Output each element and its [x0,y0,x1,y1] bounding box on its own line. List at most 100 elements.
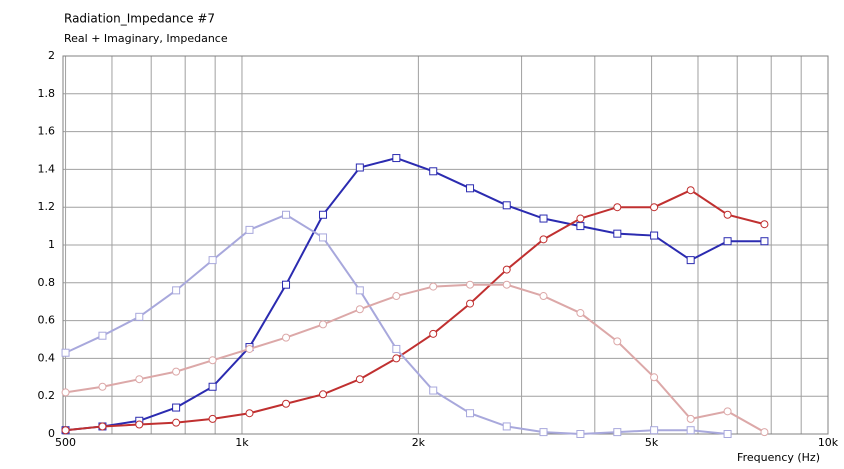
data-point [392,154,401,163]
data-point [282,399,291,408]
y-tick-label: 1.2 [38,200,56,213]
data-point [576,222,585,231]
series-line [65,157,765,432]
data-point [576,309,585,318]
data-point [723,210,732,219]
data-point [282,280,291,289]
data-point [98,422,107,431]
chart-subtitle: Real + Imaginary, Impedance [64,32,228,45]
y-tick-label: 0.6 [38,314,56,327]
data-point [466,184,475,193]
data-point [723,407,732,416]
data-point [208,356,217,365]
data-point [760,237,769,246]
data-point [613,337,622,346]
data-point [502,422,511,431]
data-point [172,367,181,376]
data-point [502,280,511,289]
y-tick-label: 1.6 [38,125,56,138]
x-tick-label: 500 [55,436,76,449]
x-tick-label: 2k [412,436,426,449]
data-point [613,203,622,212]
y-tick-label: 1.4 [38,162,56,175]
data-point [429,167,438,176]
data-point [539,428,548,437]
data-point [502,201,511,210]
data-point [135,420,144,429]
data-point [98,331,107,340]
data-point [135,375,144,384]
data-point [686,414,695,423]
data-point [650,373,659,382]
y-tick-label: 0 [48,427,55,440]
data-point [245,225,254,234]
data-point [61,388,70,397]
data-point [172,403,181,412]
data-point [760,220,769,229]
data-point [429,329,438,338]
data-point [576,214,585,223]
x-axis-label: Frequency (Hz) [737,451,820,464]
data-point [319,390,328,399]
plot-frame [62,55,829,435]
chart-title: Radiation_Impedance #7 [64,12,215,26]
x-tick-label: 5k [645,436,659,449]
data-point [98,382,107,391]
data-point [172,286,181,295]
x-tick-label: 10k [818,436,839,449]
data-point [208,382,217,391]
y-tick-label: 2 [48,49,55,62]
data-point [392,292,401,301]
y-tick-label: 0.8 [38,276,56,289]
x-tick-label: 1k [235,436,249,449]
data-point [429,282,438,291]
data-point [355,286,364,295]
data-point [723,430,732,438]
data-point [282,333,291,342]
data-point [355,305,364,314]
data-point [319,210,328,219]
data-point [686,256,695,265]
data-point [61,426,70,435]
data-point [650,426,659,435]
data-point [650,231,659,240]
data-point [613,428,622,437]
y-tick-label: 0.4 [38,351,56,364]
data-point [466,299,475,308]
data-point [466,280,475,289]
series-line [65,283,765,433]
data-point [429,386,438,395]
data-point [502,265,511,274]
data-point [245,409,254,418]
data-point [355,163,364,172]
data-point [466,409,475,418]
data-point [245,344,254,353]
data-point [650,203,659,212]
y-tick-label: 0.2 [38,389,56,402]
data-point [392,344,401,353]
data-point [723,237,732,246]
data-point [686,426,695,435]
y-tick-label: 1.8 [38,87,56,100]
y-tick-label: 1 [48,238,55,251]
data-point [355,375,364,384]
data-point [61,348,70,357]
data-point [208,414,217,423]
data-point [576,430,585,438]
data-point [613,229,622,238]
data-point [539,214,548,223]
data-point [172,418,181,427]
data-point [539,292,548,301]
data-point [208,256,217,265]
data-point [760,428,769,437]
data-point [282,210,291,219]
series-line [65,189,765,432]
data-point [319,233,328,242]
data-point [392,354,401,363]
data-point [686,186,695,195]
data-point [319,320,328,329]
data-point [135,312,144,321]
data-point [539,235,548,244]
